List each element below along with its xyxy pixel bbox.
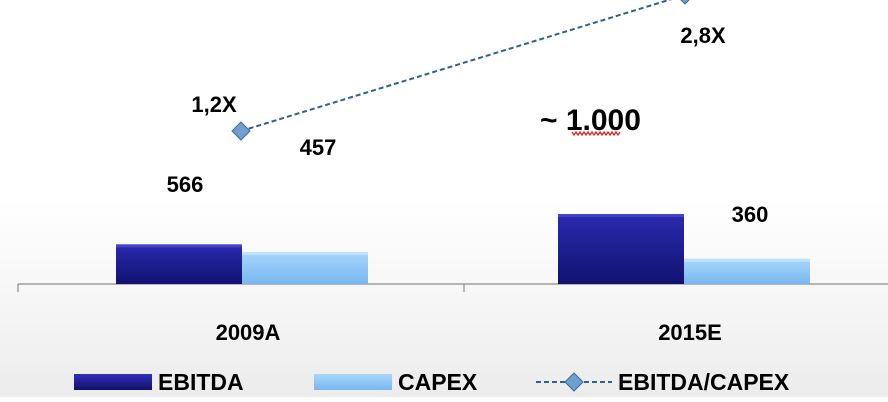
legend-item-ebitda: EBITDA [74,369,244,395]
bar-face [116,244,242,284]
legend-swatch-capex [314,374,392,390]
data-label-capex-2015e: 360 [732,202,769,227]
line-point-2015e [680,0,690,5]
spellcheck-underline [571,130,621,137]
bar-ebitda-2015e [558,214,684,284]
bar-face [558,214,684,284]
line-ebitda-capex [240,0,673,132]
bar-ebitda-2009a [116,244,242,284]
data-label-ebitda-2009a: 566 [167,172,204,197]
bar-highlight [558,214,684,217]
data-label-ebitda-2015e: ~ 1.000 [540,104,641,137]
legend-label-capex: CAPEX [398,369,478,395]
bar-highlight [116,244,242,248]
bar-capex-2015e [684,258,810,284]
line-label-2009a: 1,2X [191,92,237,117]
x-tick-label-2015e: 2015E [658,320,722,345]
legend-label-ebitda: EBITDA [158,369,244,395]
legend-swatch-ebitda [74,374,152,390]
x-tick-label-2009a: 2009A [216,320,281,345]
legend-label-ebitda-capex: EBITDA/CAPEX [618,369,790,395]
bar-face [684,258,810,284]
bar-highlight [242,252,368,256]
bar-capex-2009a [242,252,368,284]
legend-item-ebitda-capex: EBITDA/CAPEX [536,369,790,395]
bar-face [242,252,368,284]
data-label-capex-2009a: 457 [300,135,337,160]
legend-item-capex: CAPEX [314,369,478,395]
line-label-2015e: 2,8X [680,23,726,48]
legend-swatch-marker [564,372,584,392]
bar-highlight [684,258,810,262]
line-point-2009a [231,121,251,141]
